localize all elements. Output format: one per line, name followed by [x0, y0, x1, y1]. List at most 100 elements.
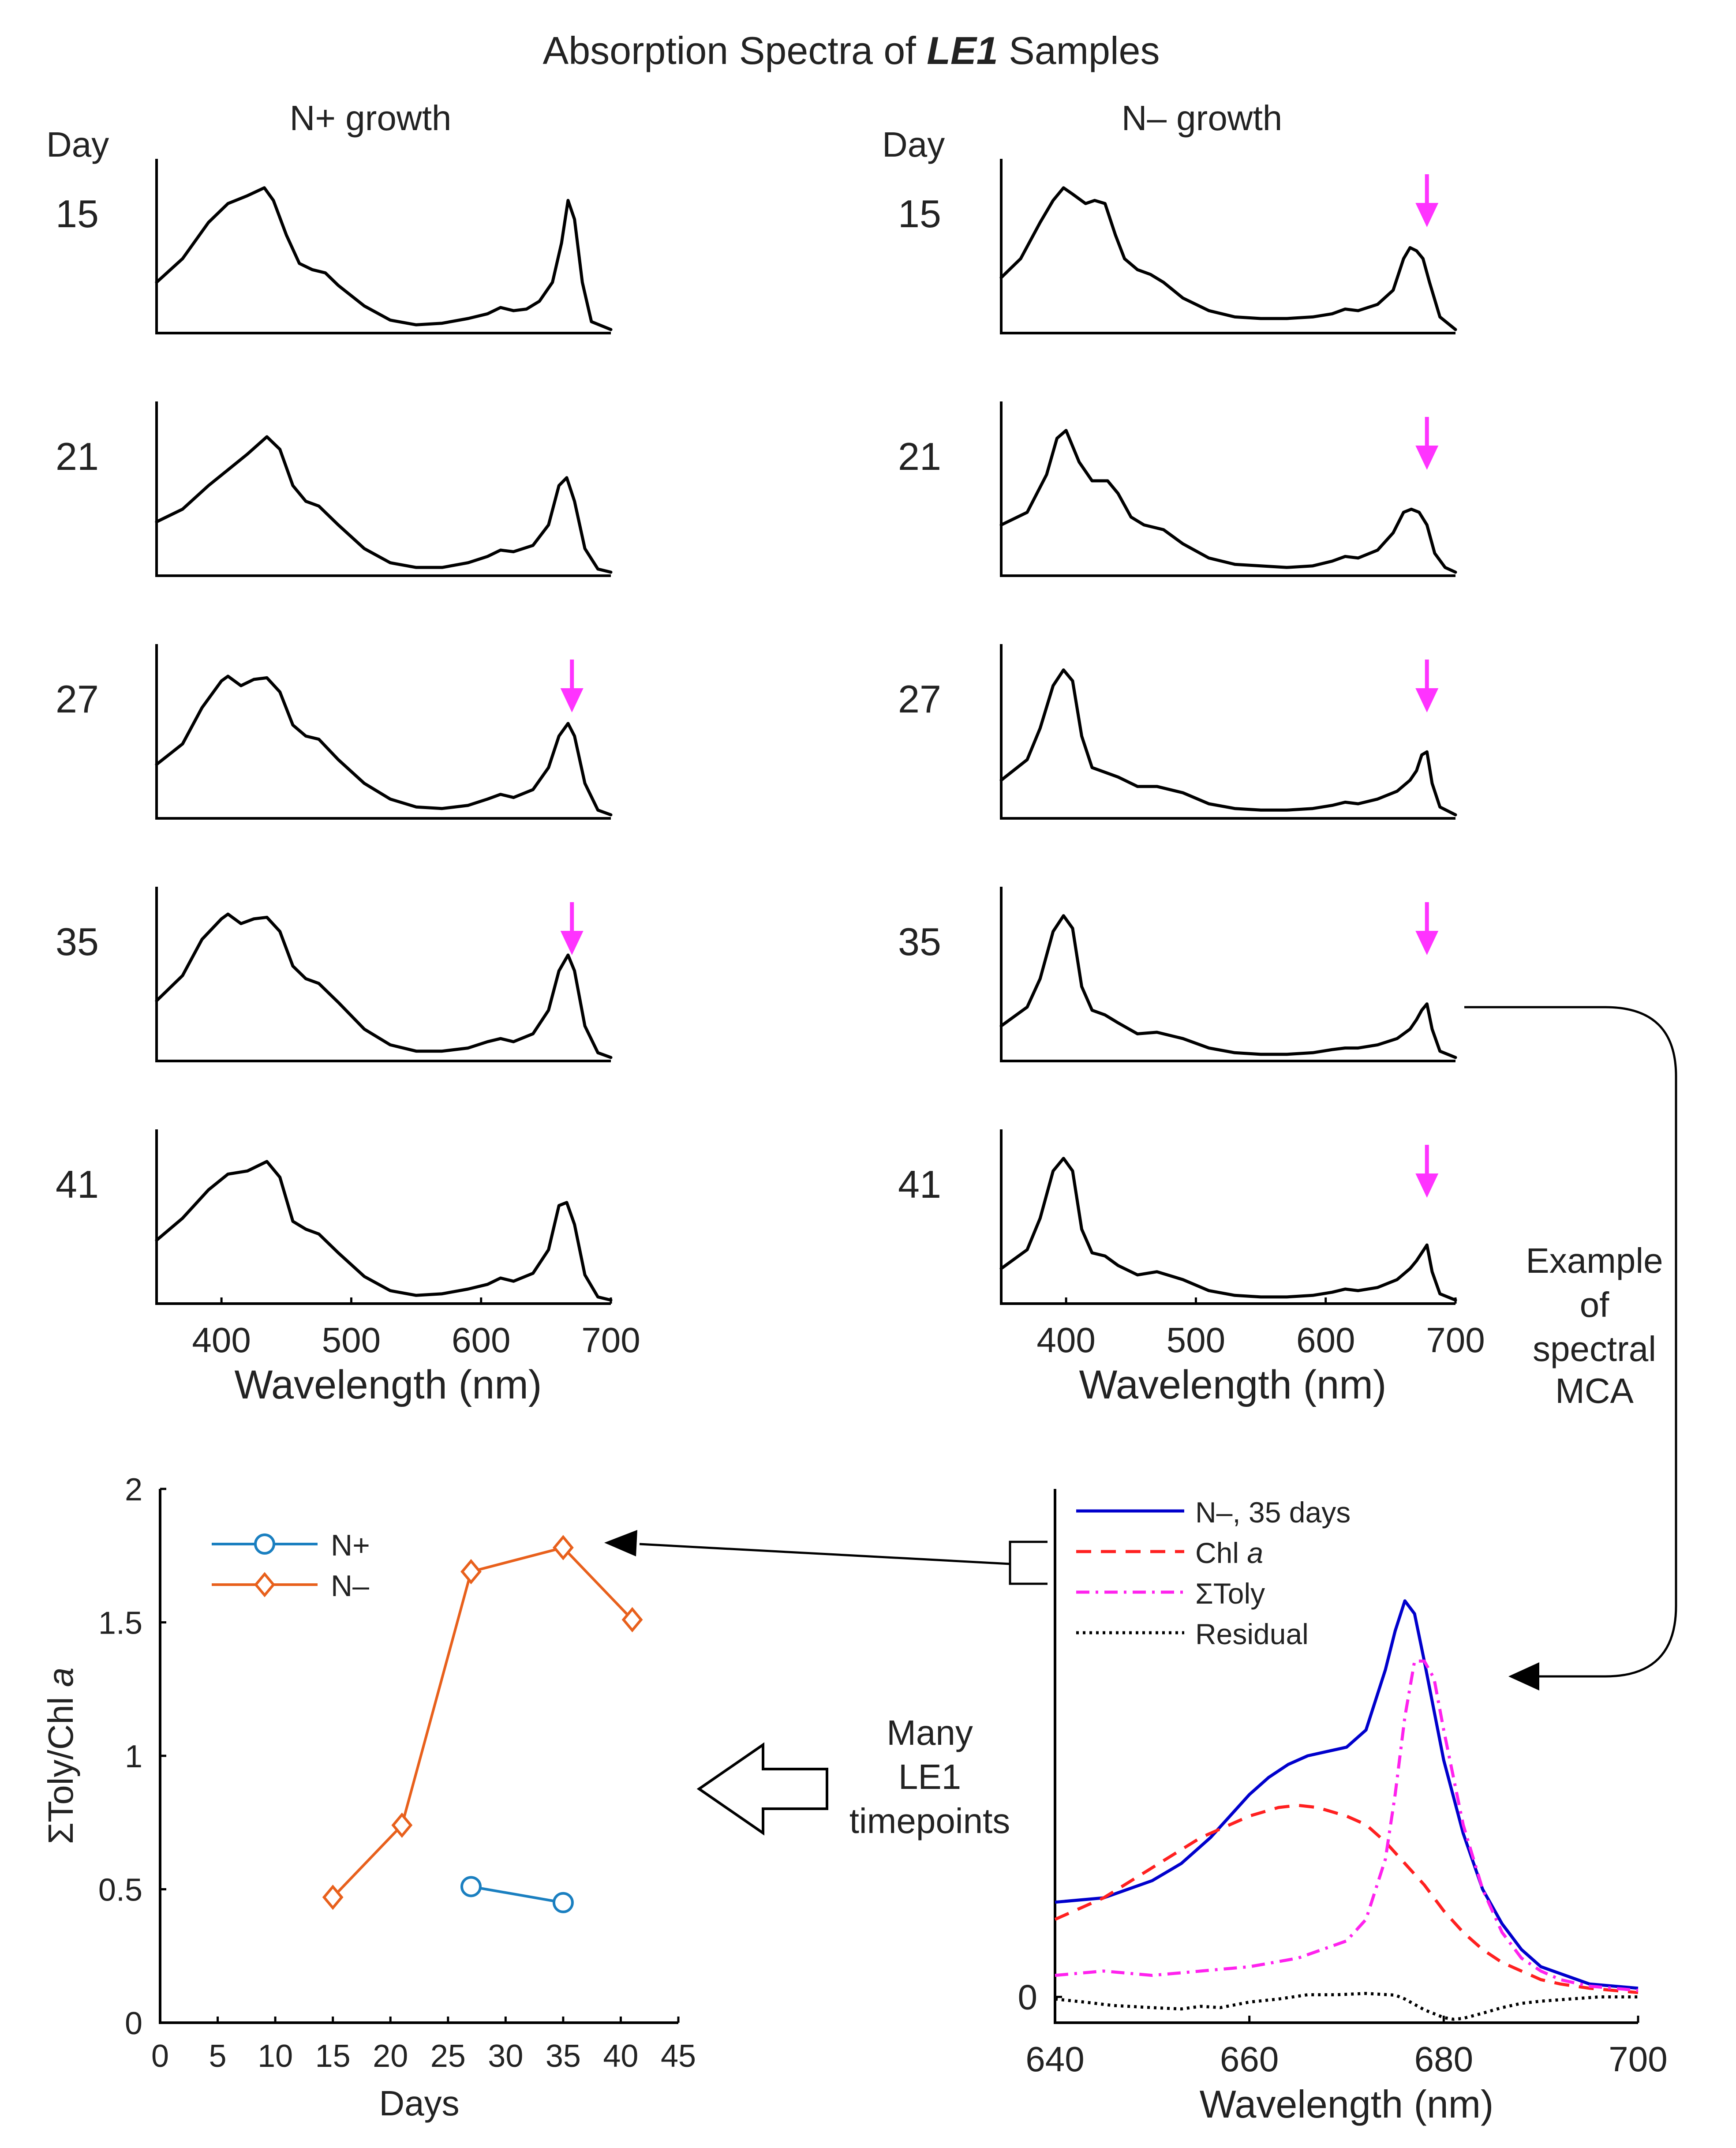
peak-arrow-icon: [1415, 1145, 1439, 1198]
mca-series-solid: [1055, 1599, 1639, 1990]
ratio-x-tick-label: 0: [151, 2039, 169, 2074]
ratio-point-diamond: [552, 1535, 574, 1560]
x-axis-label: Wavelength (nm): [234, 1362, 542, 1407]
ratio-x-tick-label: 45: [661, 2039, 696, 2074]
connector-to-mca: [1464, 1006, 1677, 1678]
mca-legend-label: ΣToly: [1195, 1577, 1265, 1610]
ratio-x-tick-label: 15: [315, 2039, 351, 2074]
spectrum-line: [999, 668, 1457, 817]
x-tick-label: 500: [1167, 1320, 1225, 1360]
peak-arrow-icon: [560, 902, 584, 955]
x-axis-label: Wavelength (nm): [1079, 1362, 1386, 1407]
mca-panel: 640 660 680 700 0 Wavelength (nm) N–, 35 days C…: [1018, 1489, 1668, 2126]
day-label-left-41: 41: [56, 1162, 99, 1206]
left-column-title: N+ growth: [290, 98, 452, 138]
x-tick-label: 700: [581, 1320, 640, 1360]
ratio-y-tick-label: 1.5: [98, 1606, 142, 1641]
connector-arrowhead: [1508, 1662, 1539, 1691]
spectrum-line: [155, 186, 613, 331]
bracket-arrowhead: [604, 1530, 637, 1556]
figure-title-prefix: Absorption Spectra of: [543, 29, 927, 72]
spectrum-line: [999, 914, 1457, 1059]
figure-title: Absorption Spectra of LE1 Samples: [543, 29, 1160, 72]
day-label-right-35: 35: [898, 920, 941, 963]
left-day-label: Day: [46, 125, 109, 164]
peak-arrow-icon: [1415, 902, 1439, 955]
mca-x-tick-label: 640: [1025, 2039, 1084, 2079]
peak-arrow-head: [1415, 931, 1439, 955]
peak-arrow-icon: [1415, 174, 1439, 227]
ratio-x-tick-label: 30: [488, 2039, 523, 2074]
peak-arrow-icon: [1415, 417, 1439, 470]
day-label-left-15: 15: [56, 192, 99, 236]
ratio-point-diamond: [460, 1559, 482, 1585]
spectrum-axes: [155, 887, 611, 1062]
legend-label-emph: a: [1247, 1537, 1263, 1569]
peak-arrow-icon: [1415, 660, 1439, 712]
day-label-right-27: 27: [898, 677, 941, 721]
spectrum-line: [155, 435, 613, 574]
ratio-legend-entry: N+: [212, 1529, 370, 1562]
mca-x-tick-label: 660: [1220, 2039, 1279, 2079]
spectrum-line: [999, 429, 1457, 574]
spectrum-axes: [1000, 644, 1455, 820]
mca-y-tick-label: 0: [1018, 1977, 1038, 2017]
example-line-3: spectral: [1533, 1329, 1656, 1368]
ratio-point-diamond: [391, 1812, 413, 1838]
spectrum-panel-right-day-35: 35: [898, 887, 1457, 1062]
timepoints-line-2: LE1: [898, 1757, 961, 1796]
spectrum-axes: [1000, 1129, 1455, 1305]
ratio-y-axis-label: ΣToly/Chl a: [41, 1668, 80, 1844]
mca-legend: N–, 35 days Chl a ΣToly Residual: [1076, 1496, 1351, 1650]
mca-x-tick-label: 680: [1414, 2039, 1473, 2079]
spectrum-axes: [155, 644, 611, 820]
peak-arrow-head: [1415, 446, 1439, 470]
legend-bracket: [639, 1541, 1048, 1585]
mca-legend-label: Chl a: [1195, 1537, 1263, 1569]
spectrum-axes: [1000, 401, 1455, 577]
ratio-x-tick-label: 35: [546, 2039, 581, 2074]
x-tick-label: 600: [1296, 1320, 1355, 1360]
mca-annotation: Example of spectral MCA: [1526, 1241, 1663, 1410]
spectrum-line: [155, 675, 613, 817]
x-tick-label: 700: [1426, 1320, 1485, 1360]
right-day-label: Day: [882, 125, 945, 164]
spectrum-axes: [1000, 887, 1455, 1062]
x-tick-label: 600: [452, 1320, 510, 1360]
ratio-point-circle: [460, 1876, 482, 1897]
day-label-right-21: 21: [898, 435, 941, 478]
mca-legend-label: Residual: [1195, 1618, 1309, 1650]
ratio-series-line-diamond: [332, 1546, 633, 1898]
ratio-point-circle: [552, 1892, 574, 1913]
timepoints-line-1: Many: [887, 1713, 973, 1752]
ratio-y-tick-label: 0: [125, 2006, 142, 2041]
spectrum-panel-right-day-41: 41 400 500 600 700 Wavelength (nm): [898, 1129, 1485, 1407]
spectrum-panel-left-day-41: 41 400 500 600 700 Wavelength (nm): [56, 1129, 640, 1407]
mca-x-axis-label: Wavelength (nm): [1200, 2082, 1494, 2126]
mca-x-tick-label: 700: [1609, 2039, 1667, 2079]
spectrum-panel-right-day-27: 27: [898, 644, 1457, 820]
peak-arrow-head: [1415, 688, 1439, 712]
spectrum-line: [999, 1157, 1457, 1302]
day-label-right-41: 41: [898, 1162, 941, 1206]
spectrum-panel-left-day-35: 35: [56, 887, 613, 1062]
ratio-y-tick-label: 0.5: [98, 1873, 142, 1908]
mca-series-dotted: [1055, 1992, 1638, 2021]
mca-legend-label: N–, 35 days: [1195, 1496, 1351, 1529]
ratio-series-line-circle: [471, 1885, 564, 1904]
peak-arrow-head: [1415, 203, 1439, 227]
hollow-arrow-icon: [696, 1742, 828, 1836]
spectrum-panel-right-day-21: 21: [898, 401, 1457, 577]
example-line-1: Example: [1526, 1241, 1663, 1280]
spectrum-line: [155, 912, 613, 1059]
timepoints-line-3: timepoints: [849, 1801, 1010, 1841]
ratio-x-tick-label: 40: [603, 2039, 638, 2074]
ratio-legend-marker: [254, 1533, 275, 1555]
mca-series-dashed: [1054, 1803, 1639, 1994]
spectrum-line: [155, 1160, 613, 1302]
spectrum-panel-left-day-15: 15: [56, 159, 613, 334]
timepoints-annotation: Many LE1 timepoints: [849, 1713, 1010, 1841]
day-label-left-35: 35: [56, 920, 99, 963]
ratio-y-tick-label: 2: [125, 1472, 142, 1507]
